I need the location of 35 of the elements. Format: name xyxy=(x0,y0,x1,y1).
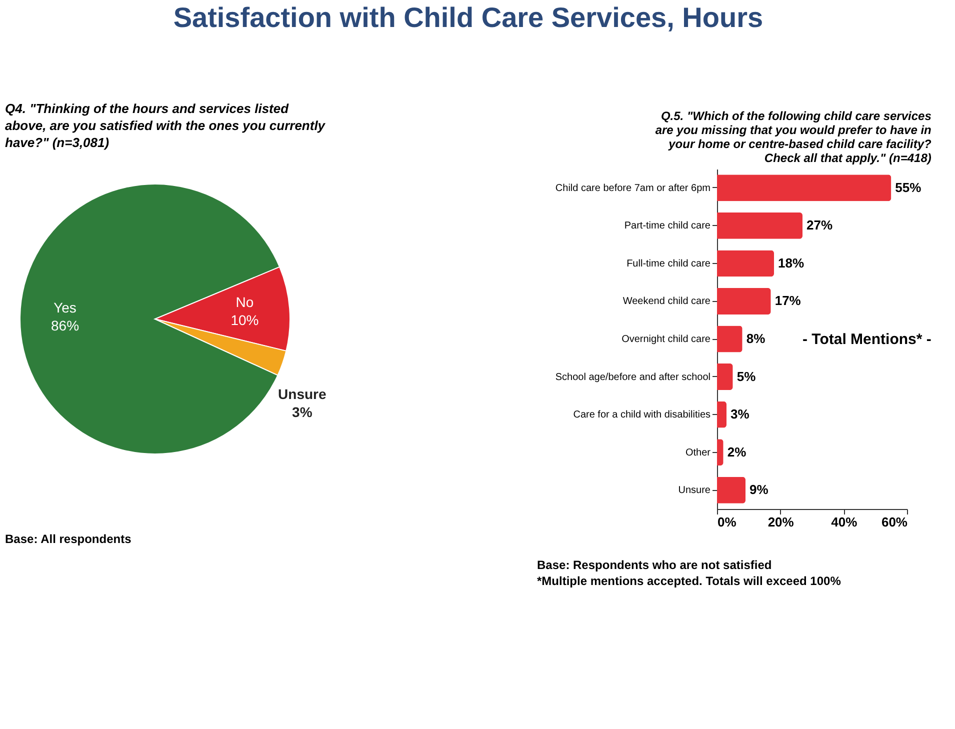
data-label: 17% xyxy=(774,293,802,308)
data-label: 9% xyxy=(750,482,769,498)
data-label: 2% xyxy=(727,444,747,460)
annotation: - Total Mentions* - xyxy=(802,331,932,348)
data-label: 3% xyxy=(730,406,750,422)
x-tick-label: 60% xyxy=(881,514,908,530)
y-tick-label: Weekend child care xyxy=(622,296,711,308)
data-label: 55% xyxy=(895,180,922,195)
y-tick-label: Full-time child care xyxy=(626,258,711,270)
data-label: 8% xyxy=(746,331,766,346)
y-tick-label: Overnight child care xyxy=(622,334,711,345)
text: *Multiple mentions accepted. Totals will exceed 100% xyxy=(537,574,842,588)
y-tick-label: Other xyxy=(685,447,712,458)
x-tick-label: 0% xyxy=(718,514,737,530)
data-label: 27% xyxy=(806,218,833,233)
data-label: 10% xyxy=(230,312,259,328)
data-label: 18% xyxy=(778,255,804,270)
y-tick-label: Child care before 7am or after 6pm xyxy=(555,182,710,194)
data-label: 3% xyxy=(292,404,313,420)
slice-label: Unsure xyxy=(278,386,326,402)
text: Base: All respondents xyxy=(5,532,132,546)
data-label: 86% xyxy=(50,318,80,334)
text: Base: Respondents who are not satisfied xyxy=(537,558,772,572)
data-label: 5% xyxy=(736,368,756,384)
y-tick-label: Part-time child care xyxy=(624,220,711,232)
text: Satisfaction with Child Care Services, Hours xyxy=(173,2,764,33)
chart-subtitle: Q4. "Thinking of the hours and services listed above, are you satisfied with the ones you currently have?" (n=3,081) xyxy=(5,101,326,150)
slice-label: Yes xyxy=(54,300,76,316)
x-tick-label: 20% xyxy=(768,514,794,530)
x-tick-label: 40% xyxy=(831,514,858,530)
y-tick-label: Unsure xyxy=(678,485,711,496)
slice-label: No xyxy=(236,294,254,310)
chart-title: Q.5. "Which of the following child care services are you missing that you would prefer to have in your home or centre-based child care facility? Check all that apply." (n=418) xyxy=(655,109,932,165)
y-tick-label: School age/before and after school xyxy=(555,372,710,383)
y-tick-label: Care for a child with disabilities xyxy=(573,410,710,421)
